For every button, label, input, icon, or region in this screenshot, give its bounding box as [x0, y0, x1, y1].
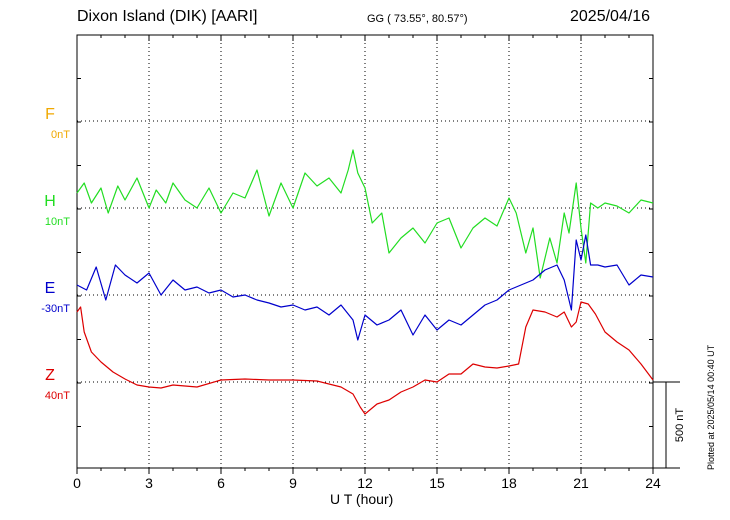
series-name-Z: Z	[45, 367, 55, 384]
x-tick-label-6: 6	[217, 475, 225, 491]
series-name-F: F	[45, 106, 55, 123]
coordinates-label: GG ( 73.55°, 80.57°)	[367, 13, 468, 25]
station-title: Dixon Island (DIK) [AARI]	[77, 8, 258, 25]
x-tick-label-15: 15	[429, 475, 445, 491]
x-tick-label-0: 0	[73, 475, 81, 491]
series-line-Z	[76, 301, 654, 415]
series-offset-H: 10nT	[45, 216, 70, 228]
x-tick-label-12: 12	[357, 475, 373, 491]
series-offset-F: 0nT	[51, 129, 70, 141]
series-line-E	[76, 234, 654, 341]
date-label: 2025/04/16	[570, 8, 651, 25]
series-name-H: H	[44, 193, 56, 210]
x-tick-label-3: 3	[145, 475, 153, 491]
scale-bar-label: 500 nT	[674, 408, 686, 443]
x-tick-label-21: 21	[573, 475, 589, 491]
series-offset-E: -30nT	[41, 303, 70, 315]
x-axis-title: U T (hour)	[330, 491, 394, 507]
x-tick-label-18: 18	[501, 475, 517, 491]
plotted-timestamp: Plotted at 2025/05/14 00:40 UT	[706, 344, 716, 470]
x-tick-label-24: 24	[645, 475, 661, 491]
series-offset-Z: 40nT	[45, 390, 70, 402]
series-line-H	[76, 149, 654, 279]
x-tick-label-9: 9	[289, 475, 297, 491]
series-name-E: E	[45, 280, 56, 297]
